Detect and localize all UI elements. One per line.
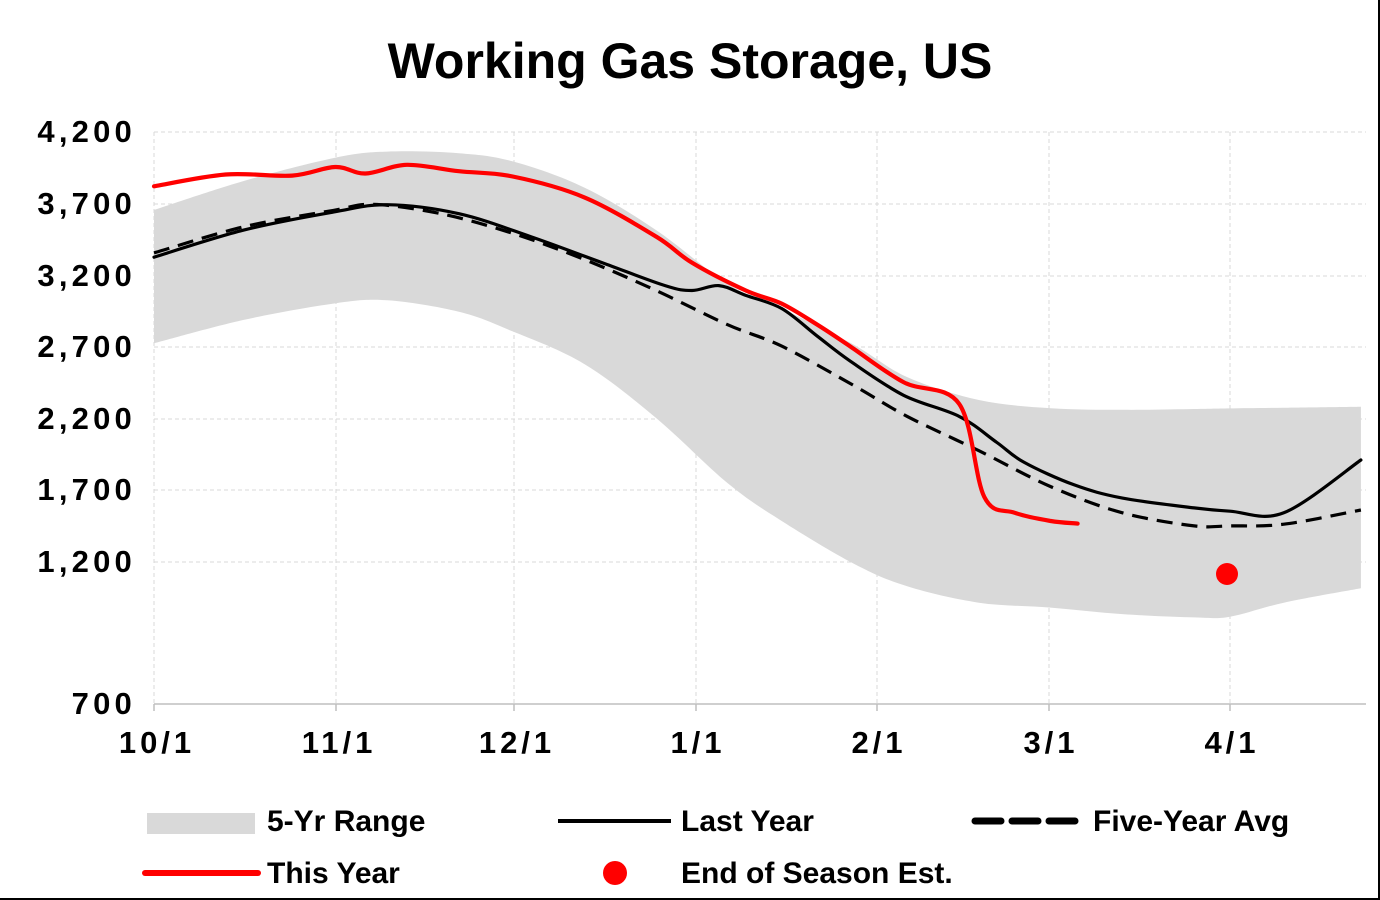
svg-text:1/1: 1/1	[670, 725, 725, 760]
svg-text:3,200: 3,200	[37, 258, 136, 293]
svg-text:2,700: 2,700	[37, 329, 136, 364]
svg-text:1,700: 1,700	[37, 472, 136, 507]
svg-text:4/1: 4/1	[1204, 725, 1259, 760]
svg-text:This Year: This Year	[267, 857, 400, 890]
svg-text:Five-Year Avg: Five-Year Avg	[1093, 805, 1289, 838]
svg-text:4,200: 4,200	[37, 114, 136, 149]
svg-text:Last Year: Last Year	[681, 805, 814, 838]
svg-text:3,700: 3,700	[37, 186, 136, 221]
svg-text:2/1: 2/1	[851, 725, 906, 760]
svg-text:12/1: 12/1	[479, 725, 555, 760]
svg-text:2,200: 2,200	[37, 401, 136, 436]
svg-text:1,200: 1,200	[37, 544, 136, 579]
svg-text:10/1: 10/1	[119, 725, 195, 760]
svg-text:700: 700	[72, 686, 136, 721]
svg-text:End of Season Est.: End of Season Est.	[681, 857, 953, 890]
svg-text:11/1: 11/1	[302, 725, 377, 760]
svg-text:3/1: 3/1	[1023, 725, 1078, 760]
svg-text:5-Yr Range: 5-Yr Range	[267, 805, 425, 838]
